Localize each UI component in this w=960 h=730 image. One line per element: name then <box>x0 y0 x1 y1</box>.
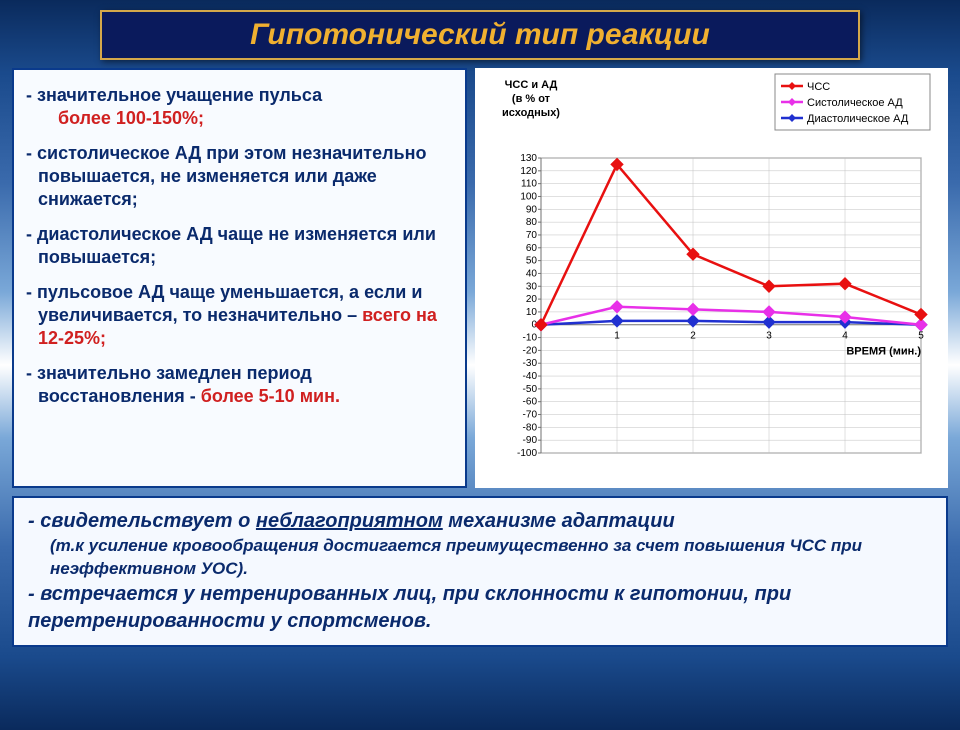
bullet-panel: - значительное учащение пульса более 100… <box>12 68 467 488</box>
conclusion-panel: - свидетельствует о неблагоприятном меха… <box>12 496 948 647</box>
svg-text:110: 110 <box>521 179 537 190</box>
svg-text:ЧСС: ЧСС <box>807 81 830 93</box>
svg-text:1: 1 <box>614 331 620 342</box>
svg-text:-10: -10 <box>523 333 538 344</box>
bullet-1: - значительное учащение пульса более 100… <box>26 84 453 130</box>
svg-text:(в % от: (в % от <box>512 93 551 105</box>
svg-text:-90: -90 <box>523 435 538 446</box>
main-row: - значительное учащение пульса более 100… <box>0 68 960 488</box>
svg-text:Систолическое АД: Систолическое АД <box>807 97 903 109</box>
svg-text:60: 60 <box>526 243 538 254</box>
b5-highlight: более 5-10 мин. <box>201 386 340 406</box>
svg-text:70: 70 <box>526 230 538 241</box>
c1-under: неблагоприятном <box>256 510 443 532</box>
svg-text:-20: -20 <box>523 345 538 356</box>
svg-text:30: 30 <box>526 281 538 292</box>
svg-text:80: 80 <box>526 217 538 228</box>
svg-text:3: 3 <box>766 331 772 342</box>
svg-text:2: 2 <box>690 331 696 342</box>
svg-text:ВРЕМЯ (мин.): ВРЕМЯ (мин.) <box>846 346 921 358</box>
svg-text:-30: -30 <box>523 358 538 369</box>
slide-title: Гипотонический тип реакции <box>100 10 860 60</box>
c1-suffix: механизме адаптации <box>443 510 675 532</box>
svg-text:5: 5 <box>918 331 924 342</box>
svg-text:90: 90 <box>526 204 538 215</box>
line-chart: -100-90-80-70-60-50-40-30-20-10010203040… <box>475 68 940 488</box>
svg-text:40: 40 <box>526 268 538 279</box>
svg-text:50: 50 <box>526 256 538 267</box>
svg-text:-100: -100 <box>517 448 537 459</box>
svg-text:-80: -80 <box>523 422 538 433</box>
svg-text:100: 100 <box>520 191 537 202</box>
svg-text:130: 130 <box>520 153 537 164</box>
svg-text:4: 4 <box>842 331 848 342</box>
svg-text:исходных): исходных) <box>502 107 560 119</box>
svg-text:-60: -60 <box>523 397 538 408</box>
bullet-2: - систолическое АД при этом незначительн… <box>26 142 453 211</box>
conclusion-line-3: - встречается у нетренированных лиц, при… <box>28 581 932 635</box>
svg-text:Диастолическое АД: Диастолическое АД <box>807 113 909 125</box>
b1-highlight: более 100-150%; <box>58 108 204 128</box>
svg-text:ЧСС и АД: ЧСС и АД <box>505 79 558 91</box>
svg-text:-70: -70 <box>523 410 538 421</box>
svg-text:-40: -40 <box>523 371 538 382</box>
b1-text: - значительное учащение пульса <box>26 85 322 105</box>
c1-prefix: - свидетельствует о <box>28 510 256 532</box>
svg-text:-50: -50 <box>523 384 538 395</box>
bullet-5: - значительно замедлен период восстановл… <box>26 362 453 408</box>
svg-text:20: 20 <box>526 294 538 305</box>
conclusion-line-1: - свидетельствует о неблагоприятном меха… <box>28 508 932 535</box>
conclusion-line-2: (т.к усиление кровообращения достигается… <box>28 535 932 581</box>
chart-panel: -100-90-80-70-60-50-40-30-20-10010203040… <box>475 68 948 488</box>
bullet-3: - диастолическое АД чаще не изменяется и… <box>26 223 453 269</box>
svg-text:10: 10 <box>526 307 538 318</box>
bullet-4: - пульсовое АД чаще уменьшается, а если … <box>26 281 453 350</box>
svg-text:120: 120 <box>520 166 537 177</box>
